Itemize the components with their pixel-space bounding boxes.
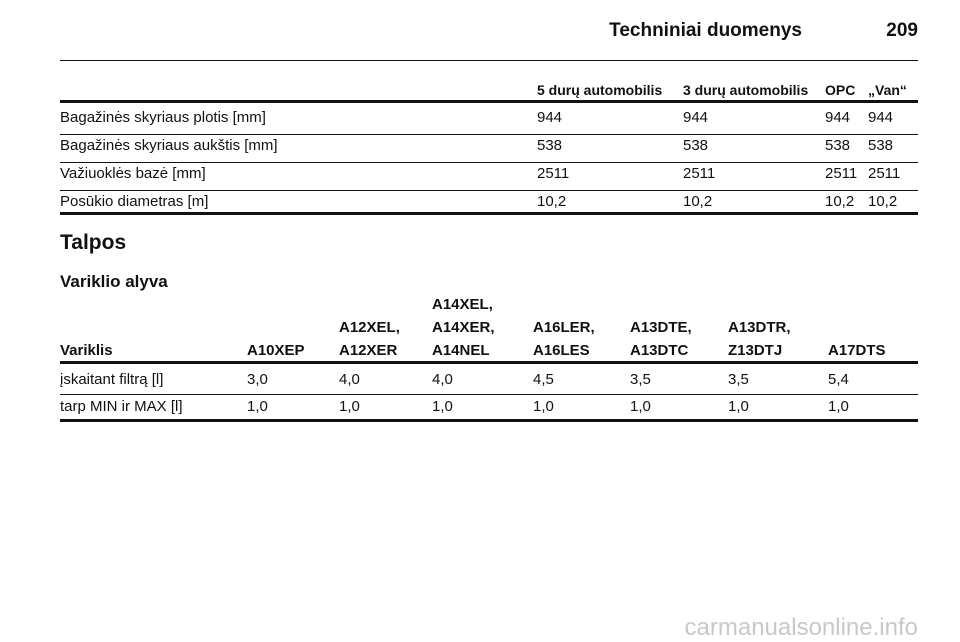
column-header: OPC <box>825 82 856 98</box>
section-title: Talpos <box>60 231 127 254</box>
column-header: A13DTE, <box>630 319 692 336</box>
cell: 944 <box>868 109 894 126</box>
page-number: 209 <box>886 20 918 41</box>
row-rule <box>60 162 918 163</box>
column-header: A14XER, <box>432 319 495 336</box>
cell: 4,0 <box>339 371 360 388</box>
column-header: A10XEP <box>247 342 305 359</box>
cell: 1,0 <box>432 398 453 415</box>
header-rule <box>60 60 918 61</box>
cell: 538 <box>683 137 709 154</box>
cell: 3,0 <box>247 371 268 388</box>
column-header: 5 durų automobilis <box>537 82 663 98</box>
rule <box>60 419 918 422</box>
cell: 538 <box>537 137 563 154</box>
cell: Važiuoklės bazė [mm] <box>60 165 206 182</box>
cell: 2511 <box>825 165 858 182</box>
cell: 944 <box>683 109 709 126</box>
column-header: Z13DTJ <box>728 342 783 359</box>
row-rule <box>60 394 918 395</box>
cell: 10,2 <box>825 193 855 210</box>
cell: 1,0 <box>533 398 554 415</box>
rule <box>60 100 918 103</box>
cell: 1,0 <box>339 398 360 415</box>
cell: 944 <box>537 109 563 126</box>
row-rule <box>60 134 918 135</box>
cell: 538 <box>825 137 851 154</box>
column-header: 3 durų automobilis <box>683 82 809 98</box>
cell: 5,4 <box>828 371 849 388</box>
section-subtitle: Variklio alyva <box>60 272 168 291</box>
column-header: A16LES <box>533 342 590 359</box>
cell: Bagažinės skyriaus plotis [mm] <box>60 109 266 126</box>
column-header: A16LER, <box>533 319 595 336</box>
cell: 10,2 <box>683 193 713 210</box>
column-header: A13DTR, <box>728 319 791 336</box>
rule <box>60 361 918 364</box>
cell: 10,2 <box>868 193 898 210</box>
cell: 538 <box>868 137 894 154</box>
cell: 944 <box>825 109 851 126</box>
column-header: Variklis <box>60 342 113 359</box>
watermark: carmanualsonline.info <box>684 614 918 641</box>
column-header: „Van“ <box>868 82 907 98</box>
cell: 1,0 <box>630 398 651 415</box>
column-header: A17DTS <box>828 342 886 359</box>
cell: 3,5 <box>728 371 749 388</box>
column-header: A14XEL, <box>432 296 493 313</box>
cell: 2511 <box>868 165 901 182</box>
cell: 4,5 <box>533 371 554 388</box>
cell: 2511 <box>537 165 570 182</box>
cell: 4,0 <box>432 371 453 388</box>
cell: 10,2 <box>537 193 567 210</box>
rule <box>60 212 918 215</box>
cell: įskaitant filtrą [l] <box>60 371 164 388</box>
column-header: A12XEL, <box>339 319 400 336</box>
cell: 1,0 <box>828 398 849 415</box>
cell: 2511 <box>683 165 716 182</box>
column-header: A13DTC <box>630 342 689 359</box>
column-header: A12XER <box>339 342 398 359</box>
cell: Posūkio diametras [m] <box>60 193 209 210</box>
cell: Bagažinės skyriaus aukštis [mm] <box>60 137 278 154</box>
cell: 1,0 <box>728 398 749 415</box>
row-rule <box>60 190 918 191</box>
cell: 3,5 <box>630 371 651 388</box>
header-title: Techniniai duomenys <box>609 20 802 41</box>
column-header: A14NEL <box>432 342 490 359</box>
cell: tarp MIN ir MAX [l] <box>60 398 183 415</box>
cell: 1,0 <box>247 398 268 415</box>
